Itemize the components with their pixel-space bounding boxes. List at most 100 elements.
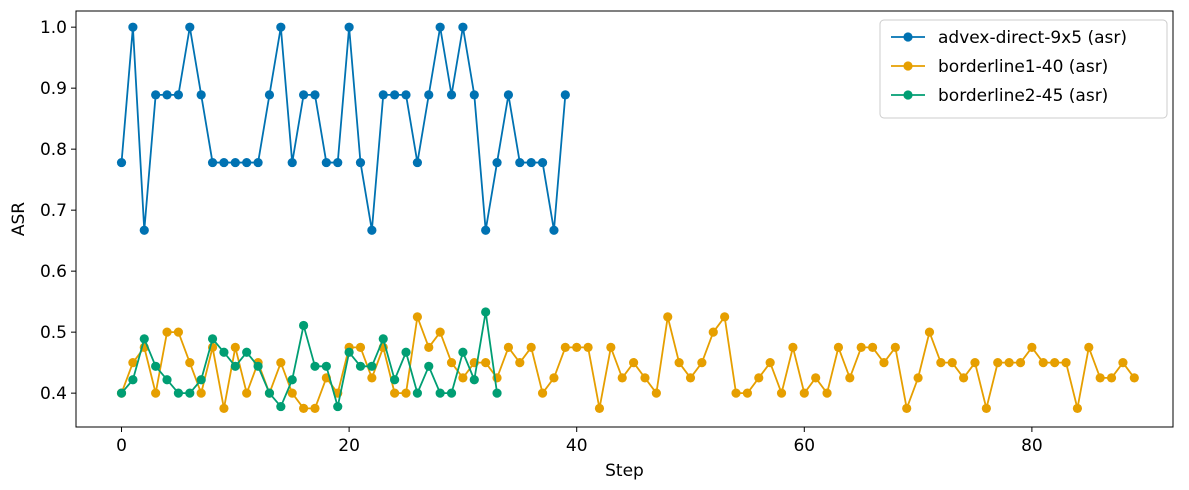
legend-item: advex-direct-9x5 (asr)	[891, 28, 1127, 48]
data-point	[549, 373, 559, 383]
data-point	[833, 342, 844, 352]
data-point	[173, 90, 184, 100]
data-point	[970, 358, 980, 368]
data-point	[276, 22, 286, 32]
data-point	[253, 361, 263, 371]
data-point	[230, 157, 240, 168]
series-1	[116, 312, 1139, 413]
data-point	[560, 90, 570, 100]
data-point	[845, 373, 855, 383]
y-tick-label: 1.0	[40, 18, 67, 38]
data-point	[344, 22, 354, 32]
data-point	[321, 361, 331, 371]
legend-label: advex-direct-9x5 (asr)	[938, 28, 1127, 48]
data-point	[264, 90, 275, 100]
data-point	[776, 388, 787, 398]
data-point	[1015, 358, 1026, 368]
data-point	[799, 388, 809, 398]
data-point	[503, 90, 514, 100]
data-point	[867, 342, 878, 352]
data-point	[116, 388, 127, 398]
legend-marker	[903, 61, 913, 71]
data-point	[879, 358, 889, 368]
data-point	[458, 22, 468, 32]
data-point	[128, 22, 138, 32]
data-point	[526, 342, 536, 352]
data-point	[310, 361, 320, 371]
data-point	[993, 358, 1003, 368]
data-point	[1027, 342, 1037, 352]
x-tick-label: 20	[338, 436, 360, 456]
data-point	[890, 342, 900, 352]
y-tick-label: 0.9	[40, 79, 67, 99]
x-tick-label: 60	[793, 436, 815, 456]
data-point	[435, 22, 445, 32]
data-point	[412, 388, 422, 398]
data-point	[458, 347, 468, 357]
data-point	[367, 361, 377, 371]
plot-area	[116, 22, 1139, 413]
data-point	[549, 225, 559, 235]
data-point	[458, 373, 468, 383]
data-point	[674, 358, 684, 368]
data-point	[811, 373, 821, 383]
y-axis-label: ASR	[9, 202, 29, 236]
data-point	[162, 327, 172, 337]
data-point	[469, 90, 479, 100]
data-point	[287, 157, 297, 168]
data-point	[1050, 358, 1060, 368]
legend-marker	[903, 32, 913, 42]
data-point	[1004, 358, 1014, 368]
data-point	[469, 375, 479, 385]
data-point	[173, 388, 184, 398]
data-point	[492, 157, 502, 168]
data-point	[196, 375, 206, 385]
data-point	[298, 320, 309, 331]
data-point	[1118, 358, 1128, 368]
data-point	[560, 342, 570, 352]
data-point	[720, 312, 730, 322]
y-tick-label: 0.6	[40, 262, 67, 282]
data-point	[663, 312, 673, 322]
x-tick-label: 0	[116, 436, 127, 456]
data-point	[503, 342, 514, 352]
data-point	[185, 22, 195, 32]
data-point	[765, 358, 775, 368]
data-point	[412, 157, 422, 168]
data-point	[287, 388, 297, 398]
data-point	[151, 361, 161, 371]
data-point	[196, 388, 206, 398]
data-point	[219, 403, 229, 413]
data-point	[185, 388, 195, 398]
legend-label: borderline2-45 (asr)	[938, 86, 1108, 106]
data-point	[1038, 358, 1048, 368]
data-point	[856, 342, 866, 352]
data-point	[424, 361, 434, 371]
data-point	[697, 358, 707, 368]
data-point	[333, 157, 343, 168]
data-point	[742, 388, 753, 398]
data-point	[139, 225, 149, 235]
data-point	[401, 90, 411, 100]
y-tick-label: 0.4	[40, 384, 67, 404]
data-point	[276, 401, 286, 412]
data-point	[526, 157, 536, 168]
data-point	[617, 373, 627, 383]
data-point	[242, 347, 252, 357]
data-point	[207, 157, 218, 168]
data-point	[959, 373, 969, 383]
data-point	[242, 157, 252, 168]
data-point	[754, 373, 764, 383]
data-point	[242, 388, 252, 398]
data-point	[219, 347, 229, 357]
data-point	[924, 327, 935, 337]
data-point	[1084, 342, 1094, 352]
data-point	[446, 358, 457, 368]
data-point	[1072, 403, 1083, 413]
data-point	[481, 358, 491, 368]
series-line	[120, 26, 567, 232]
data-point	[651, 388, 661, 398]
x-axis: 0 20 40 60 80	[116, 427, 1043, 456]
data-point	[1061, 358, 1071, 368]
